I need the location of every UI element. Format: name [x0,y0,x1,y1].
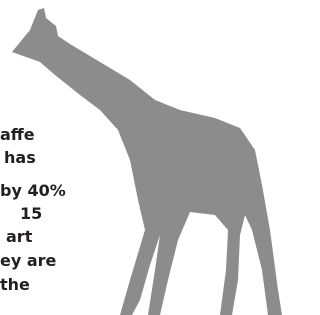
page: affe has by 40% 15 art ey are the (() =>… [0,0,320,315]
text-line: 15 [20,204,42,223]
infographic: affe has by 40% 15 art ey are the [0,0,282,315]
text-line: has [4,148,36,167]
text-line: art [6,227,33,246]
text-line: the [0,275,30,294]
text-line: ey are [0,251,57,270]
text-line: affe [0,125,35,144]
text-line: by 40% [0,181,66,200]
